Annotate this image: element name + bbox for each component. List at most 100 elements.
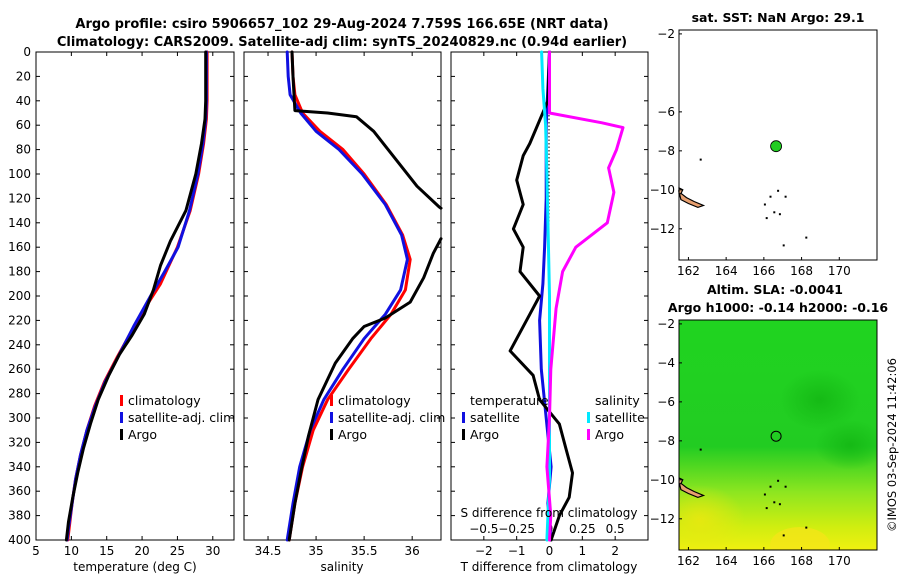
sst-map-title: sat. SST: NaN Argo: 29.1 [692, 10, 865, 25]
sla-low-anomaly [780, 370, 860, 430]
y-tick-label: 400 [8, 533, 31, 547]
y-tick-label: −6 [657, 395, 675, 409]
sla-map-title: Altim. SLA: -0.0041 [707, 282, 843, 297]
y-tick-label: 300 [8, 411, 31, 425]
x-tick-label: 2 [611, 544, 619, 558]
sla-high-anomaly [770, 527, 830, 550]
island-dot [763, 203, 766, 206]
y-tick-label: 180 [8, 265, 31, 279]
y-tick-label: 340 [8, 460, 31, 474]
salinity-xlabel: salinity [320, 560, 363, 574]
island-dot [778, 503, 781, 506]
legend-climatology-swatch [120, 395, 123, 406]
y-tick-label: 40 [16, 94, 31, 108]
title-line2: Climatology: CARS2009. Satellite-adj cli… [57, 35, 627, 50]
salinity-axes [243, 51, 442, 541]
x-tick-label: 20 [134, 544, 149, 558]
y-tick-label: 140 [8, 216, 31, 230]
y-tick-label: 320 [8, 435, 31, 449]
sst-map-panel: sat. SST: NaN Argo: 29.1 162 164 166 168 170… [650, 10, 878, 278]
y-tick-label: −6 [657, 105, 675, 119]
island-dot [769, 195, 772, 198]
island-dot [773, 211, 776, 214]
legend-title-salinity: salinity [595, 393, 640, 408]
legend-title-temperature: temperature [470, 393, 549, 408]
island-dot [773, 501, 776, 504]
temperature-legend: climatology satellite-adj. clim Argo [120, 393, 235, 442]
y-tick-label: −4 [657, 356, 675, 370]
y-tick-label: −10 [650, 473, 675, 487]
legend-argo-swatch [120, 429, 123, 440]
x-tick-label: 164 [715, 264, 738, 278]
x-tick-label: −2 [475, 544, 493, 558]
y-tick-label: −2 [657, 27, 675, 41]
island-dot [777, 479, 780, 482]
series-salinity-argo [545, 50, 625, 542]
legend-argo-label: Argo [470, 427, 499, 442]
series-argo [64, 50, 208, 542]
y-tick-label: 160 [8, 240, 31, 254]
x-tick-label: 162 [677, 554, 700, 568]
x-tick-label: 34.5 [255, 544, 282, 558]
legend-climatology-label: climatology [338, 393, 411, 408]
island-coastline [679, 481, 706, 499]
legend-satellite-label: satellite [470, 410, 520, 425]
x-tick-label: 168 [790, 264, 813, 278]
sla-high-anomaly [679, 485, 745, 550]
sla-map-islands [679, 448, 808, 537]
legend-climatology-label: climatology [128, 393, 201, 408]
x-tick-label: 166 [752, 264, 775, 278]
island-coastline [678, 190, 706, 209]
legend-satellite-swatch [462, 412, 465, 423]
x-tick-label: 1 [579, 544, 587, 558]
difference-panel: −2 −1 0 1 2−0.5 −0.25 0 0.25 0.5 S difference fr… [450, 50, 649, 574]
x2-tick-label: −0.25 [498, 522, 535, 536]
temperature-xlabel: temperature (deg C) [73, 560, 196, 574]
island-dot [784, 485, 787, 488]
argo-location-marker [770, 430, 782, 442]
legend-satellite-swatch [330, 412, 333, 423]
sla-low-anomaly [815, 420, 877, 470]
series-salinity-satellite [540, 50, 551, 542]
legend-climatology-swatch [330, 395, 333, 406]
island-dot [782, 534, 785, 537]
island-dot [805, 526, 808, 529]
legend-argo-label: Argo [338, 427, 367, 442]
island-dot [765, 217, 768, 220]
x-tick-label: 35 [308, 544, 323, 558]
legend-satellite-label: satellite-adj. clim [128, 410, 235, 425]
x-tick-label: 170 [828, 264, 851, 278]
sla-map-subtitle: Argo h1000: -0.14 h2000: -0.16 [668, 300, 889, 315]
salinity-legend: climatology satellite-adj. clim Argo [330, 393, 445, 442]
temperature-panel: 0 20 40 60 80 100 120 140 160 180 200 220 240 260 280 3… [8, 45, 235, 574]
temperature-axes [35, 51, 235, 541]
y-tick-label: −2 [657, 317, 675, 331]
s-difference-label: S difference from climatology [461, 506, 638, 520]
y-tick-label: 380 [8, 509, 31, 523]
x-tick-label: 10 [64, 544, 79, 558]
y-tick-label: 200 [8, 289, 31, 303]
x2-tick-label: −0.5 [469, 522, 498, 536]
island-dot [765, 507, 768, 510]
credit-text: ©IMOS 03-Sep-2024 11:42:06 [885, 358, 899, 532]
y-tick-label: 20 [16, 69, 31, 83]
y-tick-label: −12 [650, 512, 675, 526]
island-dot [699, 448, 702, 451]
legend-sal-argo-swatch [587, 429, 590, 440]
series-argo-deep [287, 237, 443, 542]
argo-location-marker [770, 140, 782, 153]
legend-argo-swatch [330, 429, 333, 440]
y-tick-label: 100 [8, 167, 31, 181]
island-dot [784, 195, 787, 198]
x-tick-label: 0 [546, 544, 554, 558]
x-tick-label: 5 [32, 544, 40, 558]
y-tick-label: 0 [23, 45, 31, 59]
island-dot [782, 244, 785, 247]
x-tick-label: 162 [677, 264, 700, 278]
sla-map-axes [678, 319, 878, 551]
y-tick-label: −8 [657, 434, 675, 448]
y-tick-label: 120 [8, 191, 31, 205]
legend-satellite-swatch [120, 412, 123, 423]
legend-sal-argo-label: Argo [595, 427, 624, 442]
